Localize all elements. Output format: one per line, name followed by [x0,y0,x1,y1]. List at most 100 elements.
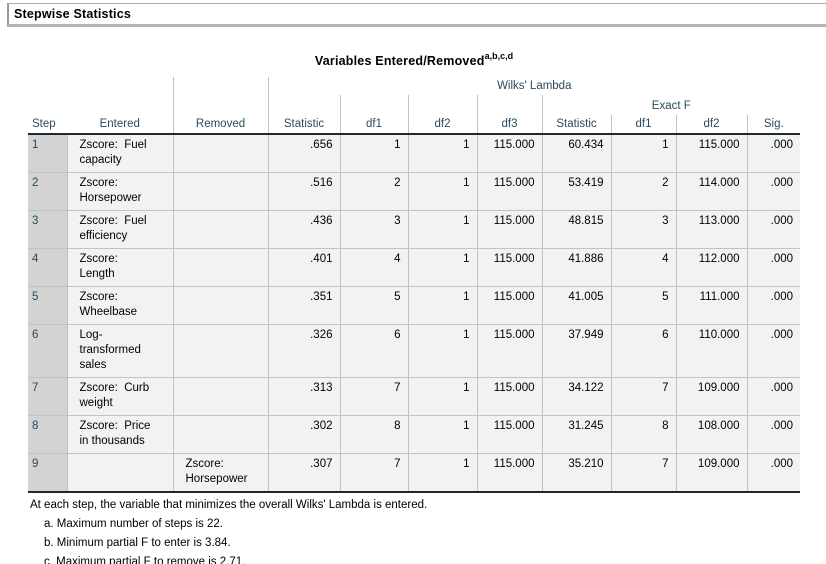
cell-ef-sig: .000 [746,248,801,287]
col-header-wilks-lambda: Wilks' Lambda [267,77,801,96]
cell-ef-sig: .000 [746,133,801,173]
cell-step: 7 [28,377,67,416]
footnote-general: At each step, the variable that minimize… [30,499,428,512]
cell-entered: Zscore: Curb weight [66,377,173,416]
table-body: 1 Zscore: Fuel capacity .656 1 1 115.000… [28,133,801,494]
cell-ef-statistic: 53.419 [541,172,611,211]
cell-wl-df3: 115.000 [476,248,542,287]
col-header-wl-statistic: Statistic [267,95,340,136]
col-header-entered: Entered [67,77,173,136]
cell-removed [172,210,268,249]
cell-wl-df2: 1 [407,133,477,173]
output-content: Variables Entered/Removeda,b,c,d Step En… [28,51,801,564]
cell-removed [172,415,268,454]
cell-wl-df2: 1 [407,453,477,494]
cell-wl-df1: 3 [339,210,408,249]
table-footnotes: At each step, the variable that minimize… [28,497,800,564]
cell-wl-statistic: .351 [267,286,340,325]
table-title: Variables Entered/Removeda,b,c,d [28,51,800,69]
cell-wl-df3: 115.000 [476,324,542,378]
table-row: 8 Zscore: Price in thousands .302 8 1 11… [28,415,801,454]
table-row: 9 Zscore: Horsepower .307 7 1 115.000 35… [28,453,801,494]
cell-wl-statistic: .313 [267,377,340,416]
footnote-b: b. Minimum partial F to enter is 3.84. [44,537,231,550]
footnote-a: a. Maximum number of steps is 22. [44,518,223,531]
cell-ef-df1: 5 [610,286,676,325]
cell-ef-df1: 4 [610,248,676,287]
cell-wl-statistic: .436 [267,210,340,249]
cell-ef-df2: 114.000 [675,172,747,211]
table-header: Step Entered Removed Wilks' Lambda Stati… [28,77,801,136]
cell-ef-df2: 115.000 [675,133,747,173]
cell-wl-statistic: .326 [267,324,340,378]
cell-ef-statistic: 37.949 [541,324,611,378]
section-header-title: Stepwise Statistics [14,7,132,21]
cell-wl-statistic: .656 [267,133,340,173]
cell-removed: Zscore: Horsepower [172,453,268,494]
cell-wl-df2: 1 [407,324,477,378]
cell-step: 3 [28,210,67,249]
cell-ef-statistic: 48.815 [541,210,611,249]
footnote-c: c. Maximum partial F to remove is 2.71. [44,556,246,564]
cell-entered: Zscore: Horsepower [66,172,173,211]
col-header-ef-statistic: Statistic [541,115,611,136]
cell-ef-sig: .000 [746,415,801,454]
col-header-ef-df2: df2 [675,115,747,136]
cell-ef-statistic: 41.886 [541,248,611,287]
col-header-ef-sig: Sig. [746,115,801,136]
cell-wl-statistic: .302 [267,415,340,454]
col-header-wl-df1: df1 [339,95,408,136]
cell-entered: Zscore: Wheelbase [66,286,173,325]
cell-wl-df1: 5 [339,286,408,325]
cell-removed [172,377,268,416]
cell-wl-df1: 1 [339,133,408,173]
cell-wl-statistic: .307 [267,453,340,494]
table-row: 5 Zscore: Wheelbase .351 5 1 115.000 41.… [28,286,801,325]
cell-ef-df2: 112.000 [675,248,747,287]
cell-entered [66,453,173,494]
cell-wl-statistic: .516 [267,172,340,211]
cell-ef-df2: 111.000 [675,286,747,325]
cell-ef-df1: 7 [610,377,676,416]
cell-ef-df2: 113.000 [675,210,747,249]
cell-entered: Log-transformed sales [66,324,173,378]
cell-wl-df1: 4 [339,248,408,287]
cell-wl-df1: 6 [339,324,408,378]
cell-step: 8 [28,415,67,454]
cell-wl-df1: 7 [339,453,408,494]
cell-ef-sig: .000 [746,172,801,211]
cell-wl-df3: 115.000 [476,377,542,416]
table-row: 6 Log-transformed sales .326 6 1 115.000… [28,324,801,378]
variables-entered-removed-table[interactable]: Step Entered Removed Wilks' Lambda Stati… [28,77,801,494]
cell-wl-df3: 115.000 [476,453,542,494]
cell-ef-df1: 8 [610,415,676,454]
cell-step: 6 [28,324,67,378]
col-header-wl-df2: df2 [407,95,477,136]
cell-ef-df2: 109.000 [675,453,747,494]
cell-wl-df2: 1 [407,210,477,249]
table-row: 7 Zscore: Curb weight .313 7 1 115.000 3… [28,377,801,416]
cell-step: 4 [28,248,67,287]
cell-ef-df2: 108.000 [675,415,747,454]
cell-wl-df2: 1 [407,377,477,416]
cell-removed [172,248,268,287]
cell-ef-df1: 6 [610,324,676,378]
table-row: 2 Zscore: Horsepower .516 2 1 115.000 53… [28,172,801,211]
cell-ef-df1: 7 [610,453,676,494]
cell-ef-sig: .000 [746,324,801,378]
cell-wl-df3: 115.000 [476,415,542,454]
col-header-removed: Removed [172,77,268,136]
cell-wl-df2: 1 [407,415,477,454]
section-header[interactable]: Stepwise Statistics [7,3,826,27]
table-title-text: Variables Entered/Removed [314,54,485,69]
cell-ef-statistic: 60.434 [541,133,611,173]
table-row: 1 Zscore: Fuel capacity .656 1 1 115.000… [28,133,801,173]
cell-wl-df3: 115.000 [476,210,542,249]
col-header-wl-df3: df3 [476,95,542,136]
cell-entered: Zscore: Price in thousands [66,415,173,454]
cell-ef-statistic: 31.245 [541,415,611,454]
table-title-footnote-marks: a,b,c,d [484,51,514,61]
cell-ef-df2: 109.000 [675,377,747,416]
cell-ef-statistic: 41.005 [541,286,611,325]
